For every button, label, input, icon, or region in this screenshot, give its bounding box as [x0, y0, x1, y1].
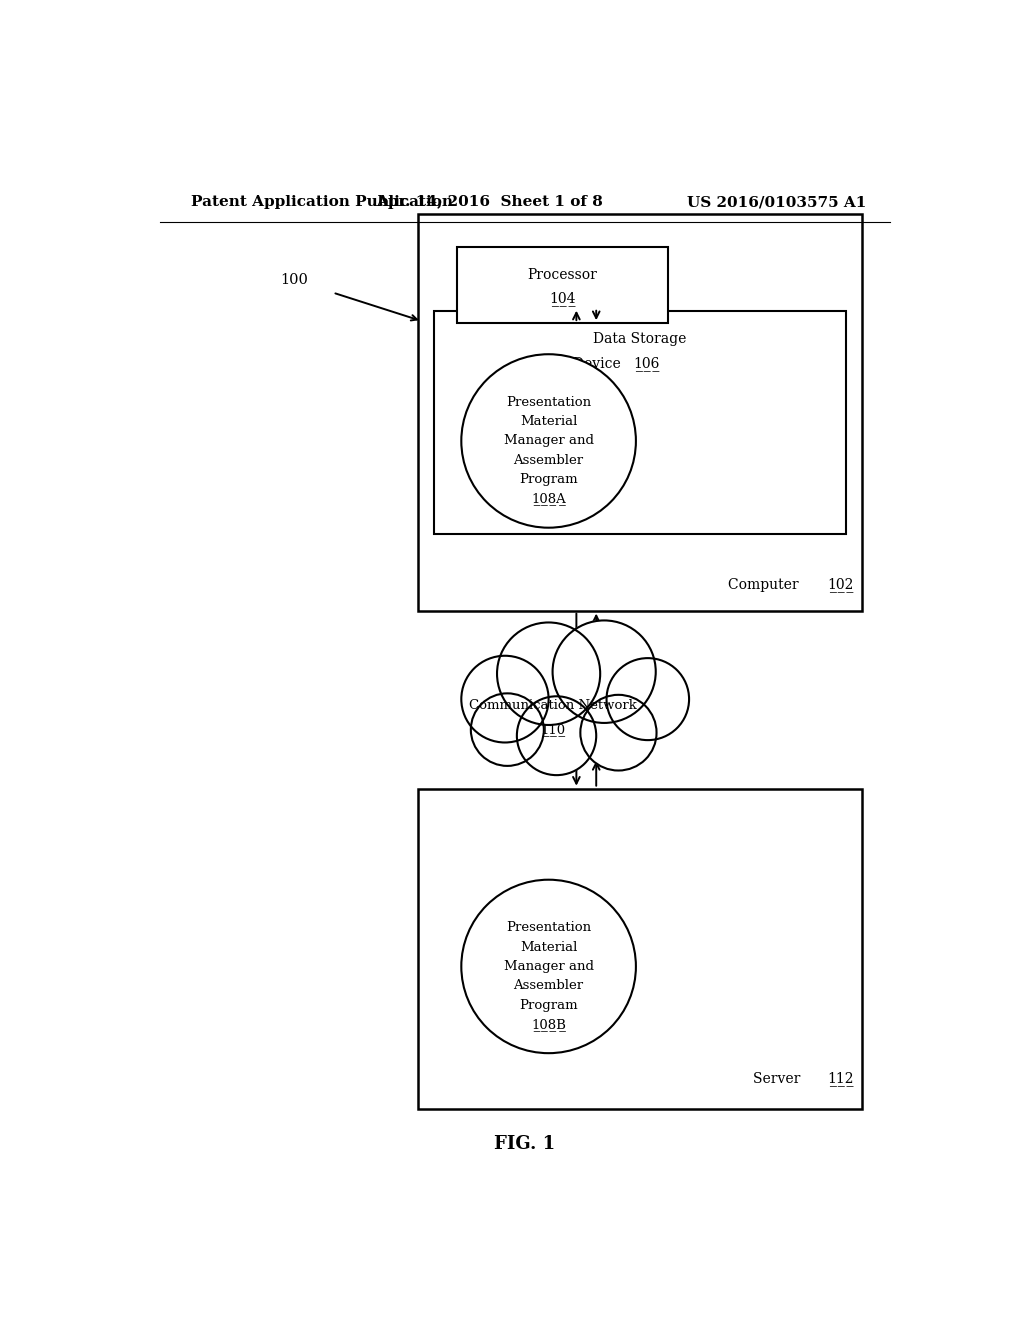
Ellipse shape	[517, 696, 596, 775]
Bar	[433, 312, 846, 535]
Ellipse shape	[462, 879, 636, 1053]
Text: Assembler: Assembler	[514, 979, 584, 993]
Text: Server: Server	[754, 1072, 805, 1086]
Text: 1̲1̲0̲: 1̲1̲0̲	[540, 723, 565, 737]
Text: 1̲1̲2̲: 1̲1̲2̲	[827, 1072, 854, 1086]
Text: 100: 100	[281, 273, 308, 288]
Text: Presentation: Presentation	[506, 396, 591, 409]
Ellipse shape	[553, 620, 655, 723]
Ellipse shape	[581, 694, 656, 771]
Text: Device: Device	[573, 356, 626, 371]
Text: Data Storage: Data Storage	[593, 333, 686, 346]
Text: 1̲0̲4̲: 1̲0̲4̲	[549, 290, 575, 306]
Text: Material: Material	[520, 416, 578, 428]
Text: Manager and: Manager and	[504, 960, 594, 973]
Ellipse shape	[461, 656, 549, 742]
Text: 1̲0̲6̲: 1̲0̲6̲	[633, 356, 659, 371]
Text: Processor: Processor	[527, 268, 597, 281]
Text: US 2016/0103575 A1: US 2016/0103575 A1	[687, 195, 866, 209]
Bar	[418, 788, 862, 1109]
Text: Presentation: Presentation	[506, 921, 591, 935]
Text: Computer: Computer	[728, 578, 803, 593]
Text: Communication Network: Communication Network	[469, 698, 637, 711]
Bar	[458, 247, 668, 323]
Text: Program: Program	[519, 473, 578, 486]
Text: Apr. 14, 2016  Sheet 1 of 8: Apr. 14, 2016 Sheet 1 of 8	[376, 195, 602, 209]
Text: Assembler: Assembler	[514, 454, 584, 467]
Ellipse shape	[462, 354, 636, 528]
Text: Patent Application Publication: Patent Application Publication	[191, 195, 454, 209]
Text: Material: Material	[520, 941, 578, 953]
Ellipse shape	[471, 693, 544, 766]
Ellipse shape	[497, 623, 600, 725]
Ellipse shape	[606, 659, 689, 741]
Text: Manager and: Manager and	[504, 434, 594, 447]
Text: FIG. 1: FIG. 1	[495, 1135, 555, 1154]
Text: Program: Program	[519, 998, 578, 1011]
Text: 1̲0̲2̲: 1̲0̲2̲	[827, 578, 854, 593]
Text: 1̲0̲8̲B̲: 1̲0̲8̲B̲	[531, 1018, 566, 1031]
Bar	[418, 214, 862, 611]
Text: 1̲0̲8̲A̲: 1̲0̲8̲A̲	[531, 492, 566, 506]
